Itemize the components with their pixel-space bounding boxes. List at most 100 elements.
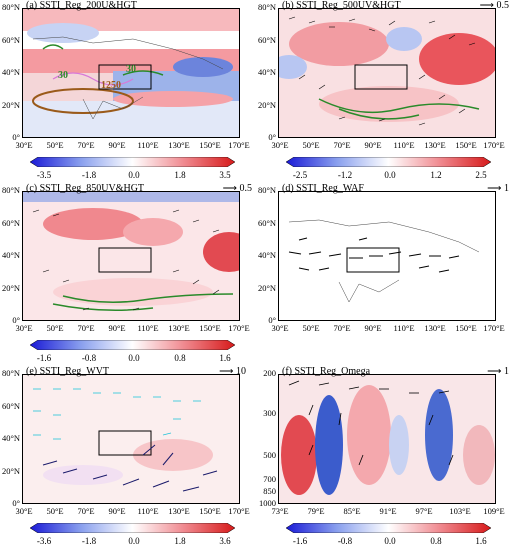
colorbar-tick: 1.2	[430, 170, 442, 180]
colorbar-tick: -0.8	[81, 353, 97, 363]
colorbar-tick: 2.5	[475, 170, 487, 180]
reference-arrow: ⟶ 1	[487, 183, 509, 194]
x-label: 109°E	[483, 506, 505, 516]
map-b	[278, 8, 496, 138]
panel-a: (a) SSTI_Reg_200U&HGT 30 30 1250 80°N 60…	[0, 0, 256, 182]
panel-b: (b) SSTI_Reg_500UV&HGT ⟶ 0.5 80°N 60°N 4…	[256, 0, 513, 182]
y-label: 40°N	[1, 433, 20, 443]
y-label: 500	[263, 450, 276, 460]
x-label: 130°E	[168, 140, 190, 150]
panel-title: (c) SSTI_Reg_850UV&HGT	[26, 183, 145, 194]
x-label: 30°E	[271, 140, 289, 150]
x-label: 79°E	[307, 506, 325, 516]
colorbar-tick: -1.2	[337, 170, 353, 180]
colorbar	[30, 340, 235, 350]
y-label: 850	[263, 486, 276, 496]
panel-title: (a) SSTI_Reg_200U&HGT	[26, 0, 137, 11]
y-label: 60°N	[1, 35, 20, 45]
reference-arrow-value: 1	[504, 183, 509, 194]
x-label: 90°E	[108, 506, 126, 516]
colorbar-tick: 0.0	[384, 170, 396, 180]
y-label: 80°N	[257, 185, 276, 195]
y-label: 60°N	[1, 401, 20, 411]
colorbar-tick: -0.8	[337, 536, 353, 546]
panel-c: (c) SSTI_Reg_850UV&HGT ⟶ 0.5 80°N 60°N 4…	[0, 183, 256, 365]
colorbar-tick: 3.6	[219, 536, 231, 546]
map-e	[22, 374, 240, 504]
x-label: 85°E	[343, 506, 361, 516]
x-label: 30°E	[271, 323, 289, 333]
panel-f: (f) SSTI_Reg_Omega ⟶ 1 200 300 500 700 8…	[256, 366, 513, 550]
arrow-icon: ⟶	[222, 183, 237, 194]
reference-arrow-value: 1	[504, 366, 509, 377]
panel-title: (f) SSTI_Reg_Omega	[282, 366, 371, 377]
x-label: 150°E	[199, 140, 221, 150]
y-label: 20°N	[1, 100, 20, 110]
colorbar-tick: 0.0	[128, 536, 140, 546]
colorbar-tick: 0.0	[384, 536, 396, 546]
panel-title: (d) SSTI_Reg_WAF	[282, 183, 364, 194]
x-label: 150°E	[199, 506, 221, 516]
y-label: 0°	[12, 498, 20, 508]
arrow-icon: ⟶	[219, 366, 234, 377]
reference-arrow-value: 0.5	[496, 0, 510, 11]
x-label: 150°E	[455, 140, 477, 150]
reference-arrow: ⟶ 10	[219, 366, 246, 377]
x-label: 70°E	[333, 323, 351, 333]
contour-label: 30	[126, 64, 136, 75]
colorbar-tick: -3.6	[36, 536, 52, 546]
x-label: 170°E	[483, 140, 505, 150]
x-label: 150°E	[455, 323, 477, 333]
x-label: 91°E	[379, 506, 397, 516]
y-label: 80°N	[1, 185, 20, 195]
y-label: 80°N	[1, 2, 20, 12]
panel-d: (d) SSTI_Reg_WAF ⟶ 1 80°N 60°N 40°N 20°N…	[256, 183, 513, 365]
x-label: 70°E	[77, 506, 95, 516]
map-a	[22, 8, 240, 138]
y-label: 20°N	[1, 283, 20, 293]
colorbar	[286, 157, 491, 167]
arrow-icon: ⟶	[487, 183, 502, 194]
colorbar-tick: 0.0	[128, 170, 140, 180]
x-label: 130°E	[424, 323, 446, 333]
x-label: 70°E	[77, 323, 95, 333]
x-label: 110°E	[137, 323, 159, 333]
y-label: 1000	[259, 498, 276, 508]
colorbar-tick: -3.5	[36, 170, 52, 180]
x-label: 73°E	[271, 506, 289, 516]
contour-label: 1250	[101, 80, 121, 91]
y-label: 60°N	[257, 35, 276, 45]
x-label: 110°E	[393, 323, 415, 333]
y-label: 0°	[12, 132, 20, 142]
panel-e: (e) SSTI_Reg_WVT ⟶ 10 80°N 60°N 40°N 20°…	[0, 366, 256, 550]
y-label: 0°	[12, 315, 20, 325]
x-label: 50°E	[302, 140, 320, 150]
arrow-icon: ⟶	[479, 0, 494, 11]
x-label: 30°E	[15, 140, 33, 150]
x-label: 90°E	[108, 140, 126, 150]
x-label: 130°E	[168, 506, 190, 516]
x-label: 70°E	[333, 140, 351, 150]
colorbar-tick: -1.8	[81, 536, 97, 546]
x-label: 50°E	[46, 323, 64, 333]
panel-title: (b) SSTI_Reg_500UV&HGT	[282, 0, 401, 11]
y-label: 40°N	[257, 250, 276, 260]
colorbar-tick: 1.8	[174, 536, 186, 546]
x-label: 103°E	[449, 506, 471, 516]
x-label: 90°E	[108, 323, 126, 333]
x-label: 130°E	[424, 140, 446, 150]
y-label: 200	[263, 368, 276, 378]
x-label: 97°E	[415, 506, 433, 516]
x-label: 170°E	[483, 323, 505, 333]
y-label: 60°N	[257, 218, 276, 228]
colorbar-tick: -1.6	[292, 536, 308, 546]
x-label: 170°E	[228, 323, 250, 333]
x-label: 50°E	[46, 140, 64, 150]
x-label: 150°E	[199, 323, 221, 333]
contour-label: 30	[58, 70, 68, 81]
map-d	[278, 191, 496, 321]
x-label: 170°E	[228, 140, 250, 150]
y-label: 0°	[268, 315, 276, 325]
reference-arrow: ⟶ 0.5	[480, 0, 509, 11]
panel-title: (e) SSTI_Reg_WVT	[26, 366, 110, 377]
